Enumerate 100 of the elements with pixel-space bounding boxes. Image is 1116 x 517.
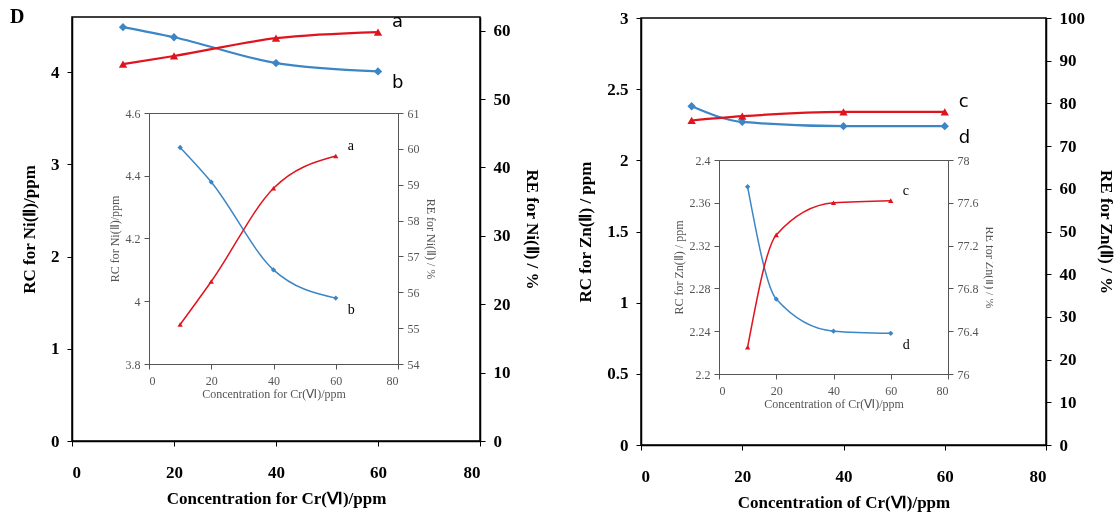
- y-axis-title: RC for Ni(Ⅱ)/ppm: [20, 165, 39, 294]
- y2-tick-label: 61: [407, 106, 420, 121]
- y2-tick-label: 60: [1059, 179, 1077, 199]
- y-tick-label: 4.4: [125, 169, 141, 184]
- point: [271, 34, 281, 42]
- series-label: c: [958, 89, 969, 111]
- point: [118, 22, 128, 32]
- y-tick-label: 2: [620, 150, 629, 170]
- y2-tick-label: 57: [407, 249, 420, 264]
- y-tick-label: 4: [51, 62, 60, 82]
- y-tick-label: 3.8: [125, 357, 141, 372]
- point: [888, 330, 894, 336]
- y2-tick-label: 70: [1059, 136, 1077, 156]
- y2-tick-label: 76.8: [957, 281, 979, 296]
- y2-tick-label: 77.2: [957, 239, 979, 254]
- y-tick-label: 0.5: [607, 364, 629, 384]
- y-tick-label: 4.6: [125, 106, 141, 121]
- y2-tick-label: 78: [957, 153, 970, 168]
- y2-tick-label: 54: [407, 357, 420, 372]
- y2-tick-label: 90: [1059, 51, 1077, 71]
- y2-tick-label: 50: [493, 89, 511, 109]
- y-tick-label: 2.28: [689, 281, 711, 296]
- y2-axis-title: RE for Ni(Ⅱ) / %: [423, 198, 438, 280]
- x-tick-label: 80: [1029, 466, 1047, 486]
- x-tick-label: 80: [463, 462, 481, 482]
- point: [830, 200, 837, 206]
- y-tick-label: 0: [620, 435, 629, 455]
- y-tick-label: 2.24: [689, 324, 711, 339]
- y2-tick-label: 0: [1059, 435, 1068, 455]
- y-tick-label: 3: [620, 8, 629, 28]
- y2-tick-label: 10: [493, 363, 511, 383]
- x-axis-title: Concentration of Cr(Ⅵ)/ppm: [764, 396, 905, 411]
- y2-tick-label: 55: [407, 321, 420, 336]
- x-axis-title: Concentration for Cr(Ⅵ)/ppm: [166, 488, 387, 508]
- point: [177, 144, 183, 151]
- x-tick-label: 60: [330, 373, 343, 388]
- y-tick-label: 2.2: [695, 367, 711, 382]
- y-axis-title: RC for Zn(Ⅱ) / ppm: [576, 161, 596, 303]
- y-tick-label: 4: [134, 294, 141, 309]
- series-label: d: [902, 337, 910, 353]
- y2-tick-label: 50: [1059, 222, 1077, 241]
- x-tick-label: 80: [936, 383, 949, 398]
- y2-tick-label: 58: [407, 214, 420, 229]
- y2-axis-title: RE for Zn(Ⅱ) / %: [1097, 170, 1116, 294]
- point: [744, 344, 751, 350]
- point: [270, 186, 277, 191]
- y-tick-label: 2.32: [689, 239, 711, 254]
- y2-tick-label: 20: [1059, 350, 1077, 370]
- point: [839, 108, 848, 116]
- y2-tick-label: 56: [407, 285, 420, 300]
- y-tick-label: 2.5: [607, 79, 629, 99]
- x-tick-label: 60: [936, 466, 954, 486]
- series-label: d: [958, 126, 971, 148]
- y2-tick-label: 30: [493, 226, 511, 246]
- y2-tick-label: 20: [493, 294, 511, 314]
- y2-tick-label: 10: [1059, 392, 1077, 412]
- y2-tick-label: 0: [493, 431, 502, 451]
- point: [738, 112, 747, 120]
- y2-tick-label: 40: [1059, 264, 1077, 284]
- point: [373, 67, 383, 76]
- point: [169, 52, 179, 60]
- y2-tick-label: 60: [493, 21, 511, 41]
- x-tick-label: 0: [149, 373, 156, 388]
- x-tick-label: 20: [205, 373, 218, 388]
- y-axis-title: RC for Zn(Ⅱ) / ppm: [671, 219, 686, 315]
- x-tick-label: 20: [770, 383, 783, 398]
- x-tick-label: 40: [268, 373, 280, 388]
- x-tick-label: 0: [641, 466, 650, 486]
- x-tick-label: 20: [734, 466, 752, 486]
- x-tick-label: 40: [828, 383, 840, 398]
- y2-tick-label: 40: [493, 157, 511, 177]
- y-tick-label: 1.5: [607, 222, 629, 241]
- point: [940, 108, 949, 116]
- point: [208, 279, 214, 284]
- x-axis-title: Concentration of Cr(Ⅵ)/ppm: [737, 492, 951, 512]
- y-tick-label: 1: [51, 339, 60, 359]
- y-tick-label: 2: [51, 247, 60, 267]
- series-label: c: [902, 182, 909, 198]
- point: [118, 60, 128, 68]
- y2-tick-label: 100: [1059, 8, 1085, 28]
- y2-tick-label: 60: [407, 142, 420, 157]
- y-tick-label: 1: [620, 293, 629, 313]
- y2-tick-label: 59: [407, 178, 420, 193]
- series-label: b: [347, 302, 355, 318]
- chart-title: D: [10, 5, 25, 28]
- y2-tick-label: 76: [957, 367, 970, 382]
- y2-tick-label: 80: [1059, 93, 1077, 113]
- series-label: b: [392, 71, 404, 93]
- point: [830, 328, 837, 334]
- point: [271, 58, 281, 68]
- x-tick-label: 80: [386, 373, 399, 388]
- point: [888, 198, 894, 203]
- point: [177, 322, 183, 327]
- y2-tick-label: 77.6: [957, 196, 979, 211]
- x-tick-label: 40: [835, 466, 853, 486]
- x-axis-title: Concentration for Cr(Ⅵ)/ppm: [202, 386, 347, 401]
- y-axis-title: RC for Ni(Ⅱ)/ppm: [107, 195, 122, 283]
- series-label: a: [347, 138, 355, 154]
- point: [169, 33, 179, 42]
- x-tick-label: 40: [268, 462, 285, 482]
